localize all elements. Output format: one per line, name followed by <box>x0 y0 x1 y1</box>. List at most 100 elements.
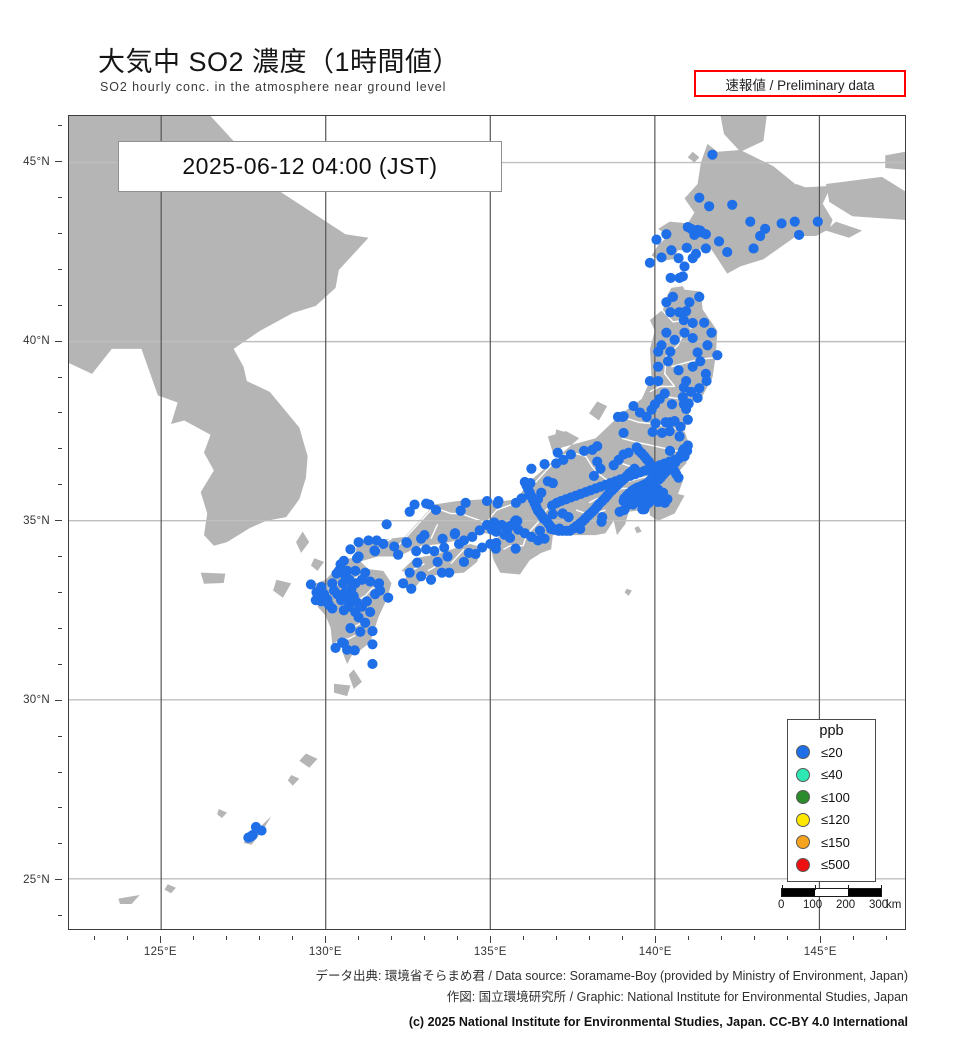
station-dot[interactable] <box>644 375 655 387</box>
station-dot[interactable] <box>429 546 440 557</box>
station-dot[interactable] <box>656 427 668 439</box>
station-dot[interactable] <box>623 447 634 458</box>
station-dot[interactable] <box>675 421 686 432</box>
station-dot[interactable] <box>355 626 366 637</box>
station-dot[interactable] <box>485 538 496 550</box>
station-dot[interactable] <box>335 559 346 570</box>
station-dot[interactable] <box>662 356 674 367</box>
station-dot[interactable] <box>436 567 447 578</box>
station-dot[interactable] <box>669 334 680 345</box>
station-dot[interactable] <box>365 606 376 618</box>
station-dot[interactable] <box>421 544 432 555</box>
station-dot[interactable] <box>674 431 685 442</box>
station-dot[interactable] <box>713 236 725 247</box>
station-dot[interactable] <box>674 272 685 283</box>
legend-item-0[interactable]: ≤20 <box>788 741 875 764</box>
station-dot[interactable] <box>458 556 470 567</box>
station-dot[interactable] <box>665 272 676 283</box>
station-dot[interactable] <box>350 565 361 576</box>
station-dot[interactable] <box>666 245 677 256</box>
station-dot[interactable] <box>404 567 415 578</box>
station-dot[interactable] <box>673 253 684 264</box>
legend-item-3[interactable]: ≤120 <box>788 809 875 832</box>
station-dot[interactable] <box>389 541 400 552</box>
legend-item-1[interactable]: ≤40 <box>788 764 875 787</box>
station-dot[interactable] <box>345 544 356 555</box>
station-dot[interactable] <box>383 592 394 603</box>
station-dot[interactable] <box>432 556 443 567</box>
station-dot[interactable] <box>360 617 371 628</box>
station-dot[interactable] <box>692 392 703 403</box>
station-dot[interactable] <box>702 340 713 351</box>
station-dot[interactable] <box>666 460 677 471</box>
station-dot[interactable] <box>381 519 392 530</box>
station-dot[interactable] <box>547 478 558 489</box>
station-dot[interactable] <box>547 509 558 520</box>
station-dot[interactable] <box>526 463 537 474</box>
station-dot[interactable] <box>539 533 550 544</box>
station-dot[interactable] <box>679 261 690 272</box>
station-dot[interactable] <box>707 149 718 160</box>
station-dot[interactable] <box>677 392 688 403</box>
station-dot[interactable] <box>722 246 733 258</box>
station-dot[interactable] <box>712 350 723 361</box>
station-dot[interactable] <box>681 375 692 387</box>
station-dot[interactable] <box>682 414 693 425</box>
station-dot[interactable] <box>314 590 325 602</box>
station-dot[interactable] <box>361 596 372 607</box>
station-dot[interactable] <box>406 583 417 594</box>
station-dot[interactable] <box>789 216 800 227</box>
station-dot[interactable] <box>656 252 667 263</box>
station-dot[interactable] <box>673 365 684 376</box>
station-dot[interactable] <box>700 243 711 254</box>
station-dot[interactable] <box>367 639 378 650</box>
station-dot[interactable] <box>690 248 702 259</box>
legend-item-4[interactable]: ≤150 <box>788 831 875 854</box>
station-dot[interactable] <box>595 463 606 474</box>
station-dot[interactable] <box>694 192 705 203</box>
station-dot[interactable] <box>587 444 598 455</box>
station-dot[interactable] <box>250 821 262 833</box>
station-dot[interactable] <box>661 297 672 308</box>
station-dot[interactable] <box>367 658 378 670</box>
station-dot[interactable] <box>588 470 600 482</box>
station-dot[interactable] <box>565 449 576 460</box>
station-dot[interactable] <box>557 508 568 519</box>
station-dot[interactable] <box>700 368 711 379</box>
station-dot[interactable] <box>679 327 690 338</box>
station-dot[interactable] <box>351 553 363 564</box>
station-dot[interactable] <box>650 418 661 429</box>
station-dot[interactable] <box>687 361 698 372</box>
station-dot[interactable] <box>597 512 608 523</box>
station-dot[interactable] <box>393 549 404 560</box>
station-dot[interactable] <box>444 567 455 578</box>
station-dot[interactable] <box>687 332 698 344</box>
station-dot[interactable] <box>551 458 562 469</box>
station-dot[interactable] <box>374 585 386 596</box>
station-dot[interactable] <box>653 375 664 387</box>
station-dot[interactable] <box>793 229 805 240</box>
station-dot[interactable] <box>686 386 697 397</box>
station-dot[interactable] <box>681 242 692 253</box>
station-dot[interactable] <box>666 399 678 410</box>
station-dot[interactable] <box>404 506 415 517</box>
station-dot[interactable] <box>681 403 692 415</box>
station-dot[interactable] <box>474 525 485 536</box>
station-dot[interactable] <box>578 445 590 456</box>
station-dot[interactable] <box>437 533 448 544</box>
station-dot[interactable] <box>349 645 360 656</box>
station-dot[interactable] <box>644 257 655 268</box>
station-dot[interactable] <box>510 543 521 554</box>
station-dot[interactable] <box>430 504 442 516</box>
station-dot[interactable] <box>673 472 684 483</box>
station-dot[interactable] <box>661 229 672 240</box>
station-dot[interactable] <box>651 234 662 245</box>
station-dot[interactable] <box>492 498 503 509</box>
station-dot[interactable] <box>534 525 546 536</box>
station-dot[interactable] <box>411 546 422 557</box>
station-dot[interactable] <box>646 404 657 415</box>
station-dot[interactable] <box>504 532 516 543</box>
station-dot[interactable] <box>706 327 717 338</box>
station-dot[interactable] <box>647 426 658 438</box>
station-dot[interactable] <box>369 545 380 556</box>
